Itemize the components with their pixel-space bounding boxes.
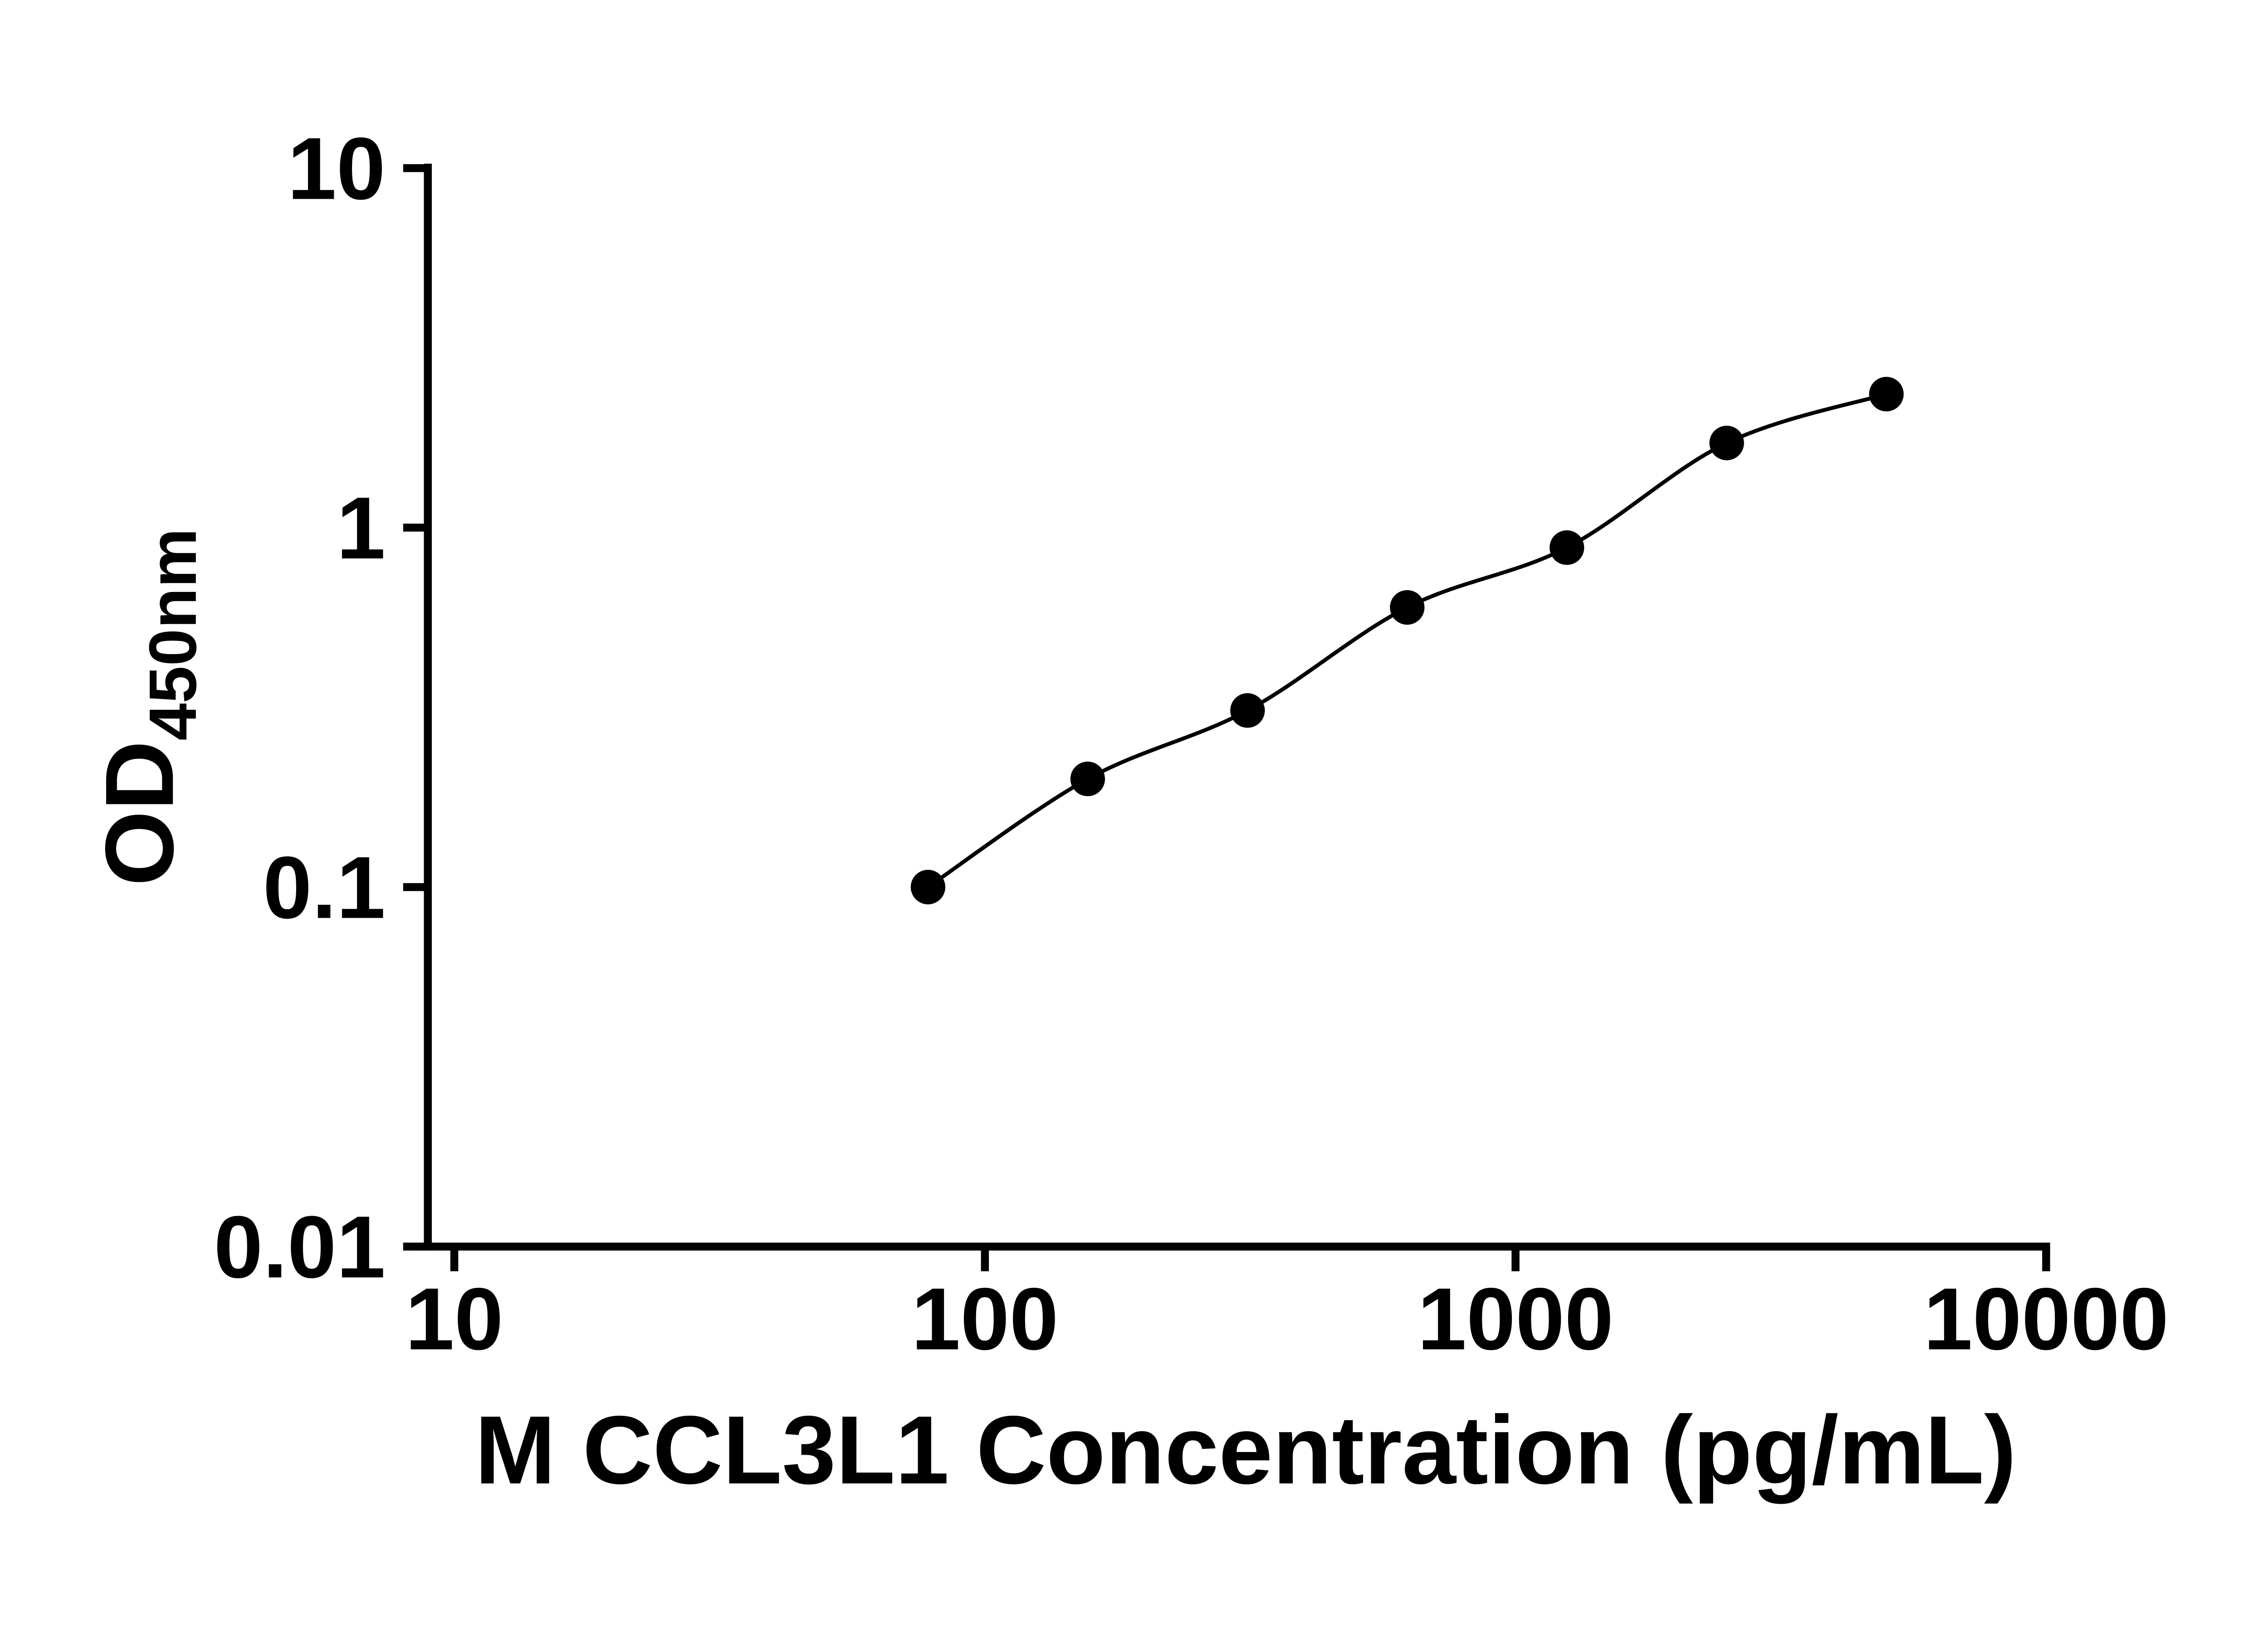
x-axis-tick-label: 10000 <box>1924 1270 2169 1369</box>
plot-area: 10 100 1000 10000 10 1 0.1 0.01 <box>214 120 2169 1369</box>
data-point <box>1869 376 1904 411</box>
y-axis-title-subscript: 450nm <box>136 528 210 740</box>
data-point <box>1070 762 1105 797</box>
data-point <box>1390 590 1425 625</box>
x-axis-tick-label: 10 <box>405 1270 503 1369</box>
x-axis-title: M CCL3L1 Concentration (pg/mL) <box>475 1396 2017 1504</box>
data-point <box>910 870 946 905</box>
y-axis-tick-label: 0.1 <box>263 839 386 937</box>
x-axis-tick-label: 1000 <box>1418 1270 1614 1369</box>
y-axis-tick-label: 0.01 <box>214 1198 386 1296</box>
y-axis-tick-label: 1 <box>337 479 386 577</box>
x-axis-tick-label: 100 <box>911 1270 1058 1369</box>
fit-curve-line <box>927 392 1887 889</box>
y-axis-title-main: OD <box>85 741 194 886</box>
data-point <box>1230 693 1265 728</box>
y-axis-tick-label: 10 <box>288 120 386 218</box>
y-axis-title: OD450nm <box>85 528 210 886</box>
data-point <box>1709 425 1744 460</box>
data-point <box>1549 530 1584 565</box>
